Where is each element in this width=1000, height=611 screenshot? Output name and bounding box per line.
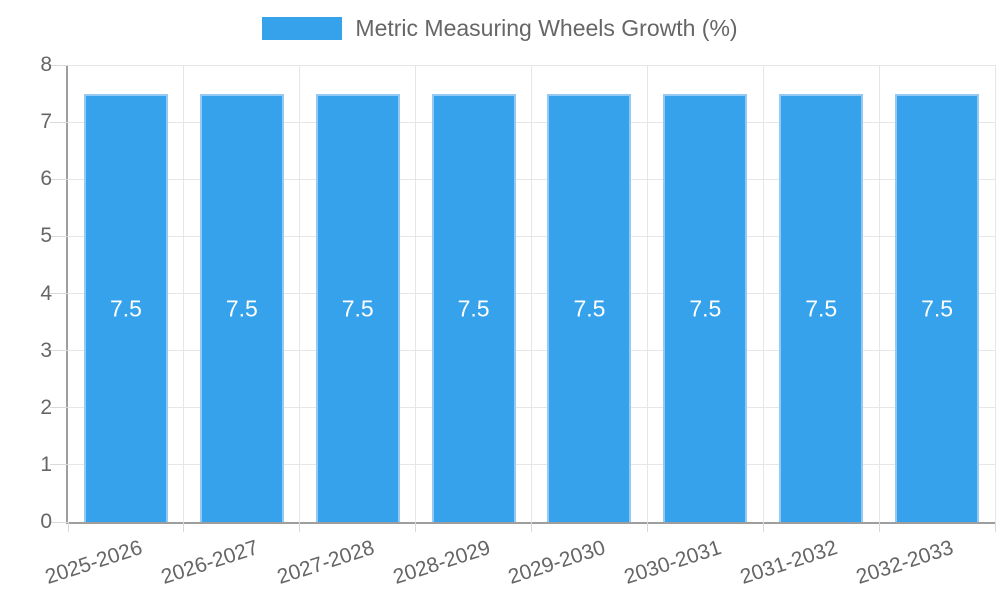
y-tick-mark	[50, 235, 68, 237]
bar[interactable]: 7.5	[779, 93, 864, 522]
bar[interactable]: 7.5	[199, 93, 284, 522]
y-tick-label: 2	[40, 395, 52, 419]
bar[interactable]: 7.5	[431, 93, 516, 522]
x-tick-mark	[994, 522, 996, 532]
x-gridline	[531, 65, 532, 522]
bar[interactable]: 7.5	[895, 93, 980, 522]
y-tick-label: 3	[40, 338, 52, 362]
bar-value-label: 7.5	[805, 295, 838, 322]
bar[interactable]: 7.5	[83, 93, 168, 522]
x-gridline	[183, 65, 185, 522]
bar[interactable]: 7.5	[663, 93, 748, 522]
plot-area: 7.5 7.5 7.5 7.5 7.5 7.5 7.5 7.5	[66, 64, 996, 524]
y-tick-mark	[50, 293, 68, 294]
y-tick-label: 6	[40, 167, 52, 191]
bar-value-label: 7.5	[689, 295, 722, 322]
bar-value-label: 7.5	[921, 295, 954, 322]
y-tick-mark	[50, 178, 68, 180]
x-gridline	[994, 65, 996, 522]
legend-label[interactable]: Metric Measuring Wheels Growth (%)	[355, 15, 738, 41]
x-tick-mark	[762, 522, 764, 532]
y-tick-mark	[50, 407, 68, 409]
y-tick-label: 1	[40, 452, 52, 476]
bar-value-label: 7.5	[109, 295, 142, 322]
bar-value-label: 7.5	[341, 295, 374, 322]
x-gridline	[646, 65, 648, 522]
x-gridline	[762, 65, 764, 522]
x-tick-mark	[67, 522, 69, 532]
y-tick-mark	[50, 521, 68, 523]
chart-legend[interactable]: Metric Measuring Wheels Growth (%)	[0, 15, 1000, 41]
bar-value-label: 7.5	[573, 295, 606, 322]
bar-value-label: 7.5	[225, 295, 258, 322]
x-gridline	[878, 65, 880, 522]
x-tick-mark	[183, 522, 185, 532]
y-tick-label: 4	[40, 281, 52, 305]
y-tick-label: 8	[40, 53, 52, 76]
y-tick-label: 0	[40, 510, 52, 533]
x-tick-mark	[299, 522, 301, 532]
x-tick-mark	[531, 522, 532, 532]
y-tick-mark	[50, 350, 68, 352]
x-tick-mark	[415, 522, 417, 532]
bar-value-label: 7.5	[457, 295, 490, 322]
x-gridline	[299, 65, 301, 522]
y-tick-mark	[50, 121, 68, 123]
x-tick-mark	[646, 522, 648, 532]
y-tick-mark	[50, 64, 68, 66]
y-tick-label: 5	[40, 224, 52, 248]
legend-swatch[interactable]	[262, 17, 343, 41]
x-axis-line	[66, 522, 995, 524]
y-tick-mark	[50, 464, 68, 466]
x-gridline	[415, 65, 417, 522]
y-tick-label: 7	[40, 110, 52, 134]
x-tick-mark	[878, 522, 880, 532]
bar[interactable]: 7.5	[547, 93, 632, 522]
bar[interactable]: 7.5	[315, 93, 400, 522]
